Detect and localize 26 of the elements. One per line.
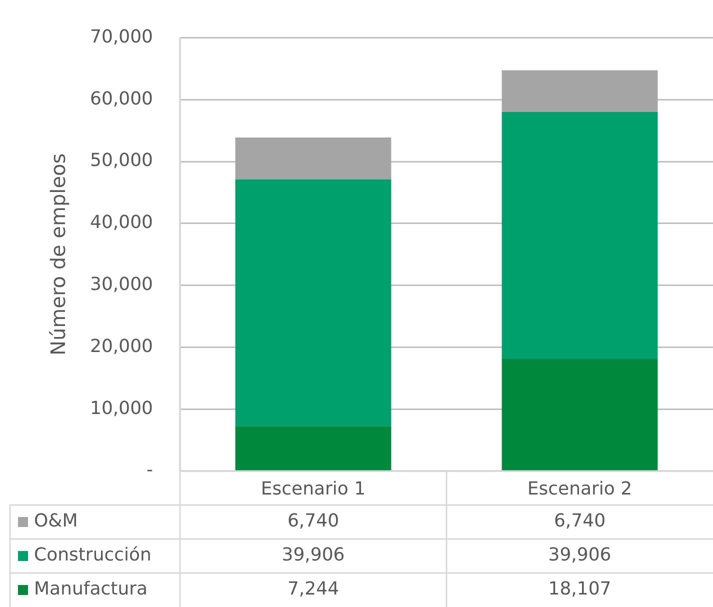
y-tick-label: - [146,460,153,481]
legend-label: O&M [34,510,78,532]
bar [235,426,392,470]
bar [502,112,658,359]
y-axis-title: Número de empleos [46,153,70,356]
bar [235,179,392,426]
data-label: 18,107 [548,578,612,600]
y-tick-label: 10,000 [90,398,153,419]
legend-label: Manufactura [34,578,148,600]
x-tick-label: Escenario 2 [527,478,632,500]
y-tick-label: 30,000 [90,274,153,296]
y-tick-label: 60,000 [90,88,153,110]
data-label: 6,740 [554,510,606,532]
bar [235,138,392,180]
legend-label: Construcción [34,544,152,566]
data-label: 39,906 [282,544,345,566]
y-tick-label: 70,000 [90,26,153,48]
data-label: 7,244 [287,578,340,600]
y-tick-label: 40,000 [90,212,153,234]
y-tick-label: 20,000 [90,336,153,357]
y-tick-label: 50,000 [90,150,153,172]
bar [502,70,658,112]
data-label: 39,906 [548,544,612,566]
x-tick-label: Escenario 1 [260,478,366,500]
data-label: 6,740 [287,510,340,532]
bar [502,358,658,470]
